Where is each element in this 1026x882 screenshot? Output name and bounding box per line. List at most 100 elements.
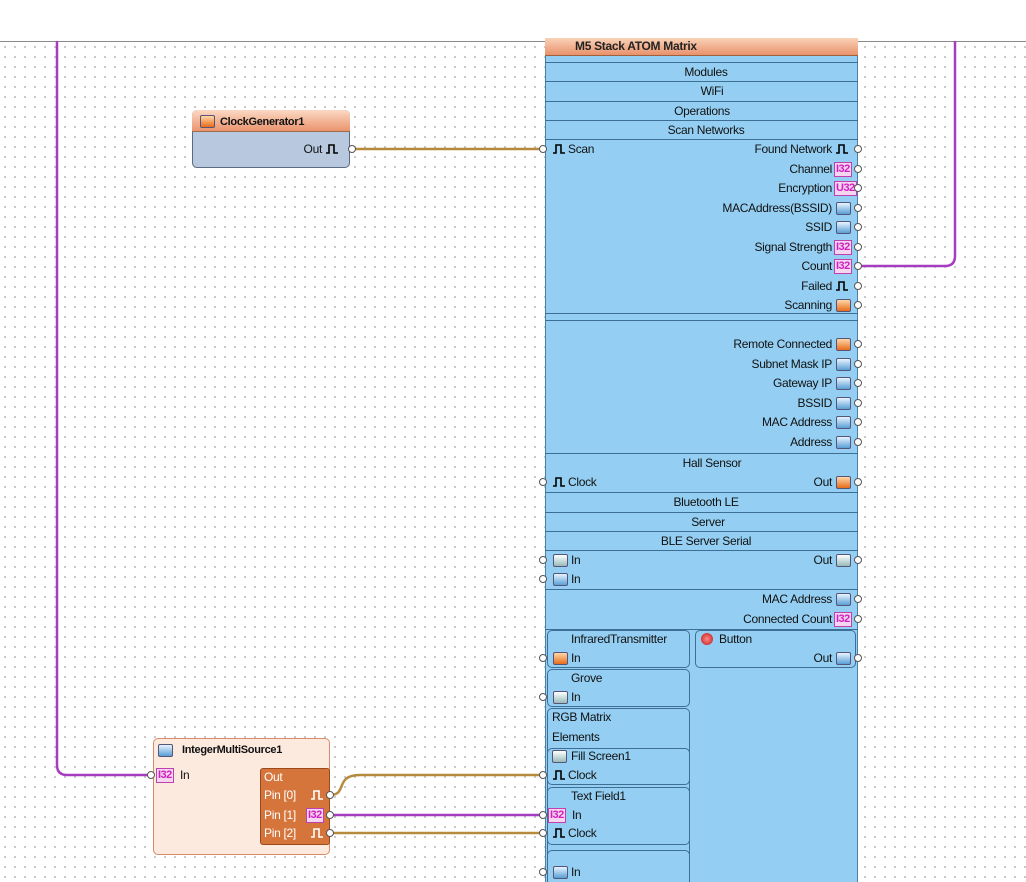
pin[interactable] [854,478,862,486]
pin[interactable] [854,556,862,564]
pin[interactable] [854,615,862,623]
grove[interactable] [547,669,690,707]
component-title: M5 Stack ATOM Matrix [575,39,697,53]
separator [545,81,858,82]
infrared-transmitter[interactable] [547,630,690,668]
pin[interactable] [854,164,862,173]
output-label: Pin [1] [264,808,296,822]
input-label: In [571,651,581,665]
bool-icon [836,299,851,313]
output-label: Gateway IP [772,376,832,391]
pin[interactable] [539,556,547,564]
component-m5stack-atom-matrix[interactable] [545,38,858,882]
type-badge: I32 [548,808,566,823]
element[interactable] [547,850,690,882]
pin[interactable] [854,418,862,427]
separator [545,492,858,493]
clock-icon [553,144,565,154]
separator [545,531,858,532]
output-label: MACAddress(BSSID) [722,200,832,215]
pin[interactable] [326,811,334,819]
button-icon [701,633,713,645]
separator [545,101,858,102]
separator [545,550,858,551]
pin[interactable] [854,203,862,212]
pin[interactable] [326,829,334,837]
component-header [545,38,858,56]
output-label: Count [801,259,832,274]
pin[interactable] [539,478,547,486]
char-icon [553,554,568,567]
input-label: Clock [568,768,597,782]
clock-icon [326,144,338,154]
clock-icon [553,828,565,838]
input-label: Scan [568,142,595,156]
type-badge: I32 [834,612,852,627]
element-title: Grove [571,671,603,685]
data-icon [836,396,851,410]
wire[interactable] [55,41,150,777]
pin[interactable] [147,771,155,779]
pin[interactable] [854,398,862,407]
pin[interactable] [348,145,356,153]
output-label: Out [813,553,833,567]
pin[interactable] [854,281,862,290]
pin[interactable] [854,145,862,153]
pin[interactable] [539,575,547,583]
data-icon [836,377,851,391]
output-label: Out [813,475,833,489]
pin[interactable] [854,359,862,368]
pin[interactable] [539,771,547,779]
pin[interactable] [854,595,862,603]
type-badge: I32 [834,259,852,275]
clock-icon [836,281,848,291]
pin[interactable] [854,654,862,662]
pin[interactable] [854,223,862,232]
data-icon [836,652,851,665]
section-header: Modules [684,65,728,79]
element-title: RGB Matrix [552,710,612,724]
output-label: Found Network [754,142,833,156]
output-label: MAC Address [761,592,832,606]
pin[interactable] [326,791,334,799]
element-title: Text Field1 [571,789,626,803]
input-label: In [571,865,581,879]
output-label: SSID [805,220,832,235]
char-icon [553,691,568,704]
pin[interactable] [854,301,862,310]
text-field[interactable] [547,787,690,845]
fill-screen[interactable] [547,748,690,785]
section-header: Operations [674,104,730,118]
separator [545,62,858,63]
type-badge: I32 [834,239,852,255]
pin[interactable] [539,868,547,876]
section-header: Scan Networks [667,123,745,137]
section-header: Server [691,515,725,529]
pin[interactable] [539,811,547,819]
element-title: Elements [552,730,600,744]
pin[interactable] [854,340,862,348]
clock-icon [553,770,565,780]
pin[interactable] [854,262,862,271]
section-header: Hall Sensor [682,456,742,470]
output-label: Out [813,651,833,665]
pin[interactable] [854,379,862,388]
wire[interactable] [329,773,541,797]
pin[interactable] [539,145,547,153]
output-label: Out [303,142,323,156]
pin[interactable] [854,242,862,251]
output-label: Signal Strength [754,239,832,254]
pin[interactable] [539,693,547,701]
separator [545,313,858,314]
pin[interactable] [854,184,862,193]
data-icon [836,221,851,235]
pin[interactable] [854,438,862,446]
clock-icon [311,790,323,800]
element-title: InfraredTransmitter [571,632,667,646]
pin[interactable] [539,654,547,662]
pin[interactable] [539,829,547,837]
section-header: Bluetooth LE [673,495,739,509]
button[interactable] [695,630,856,668]
wire[interactable] [858,41,957,268]
